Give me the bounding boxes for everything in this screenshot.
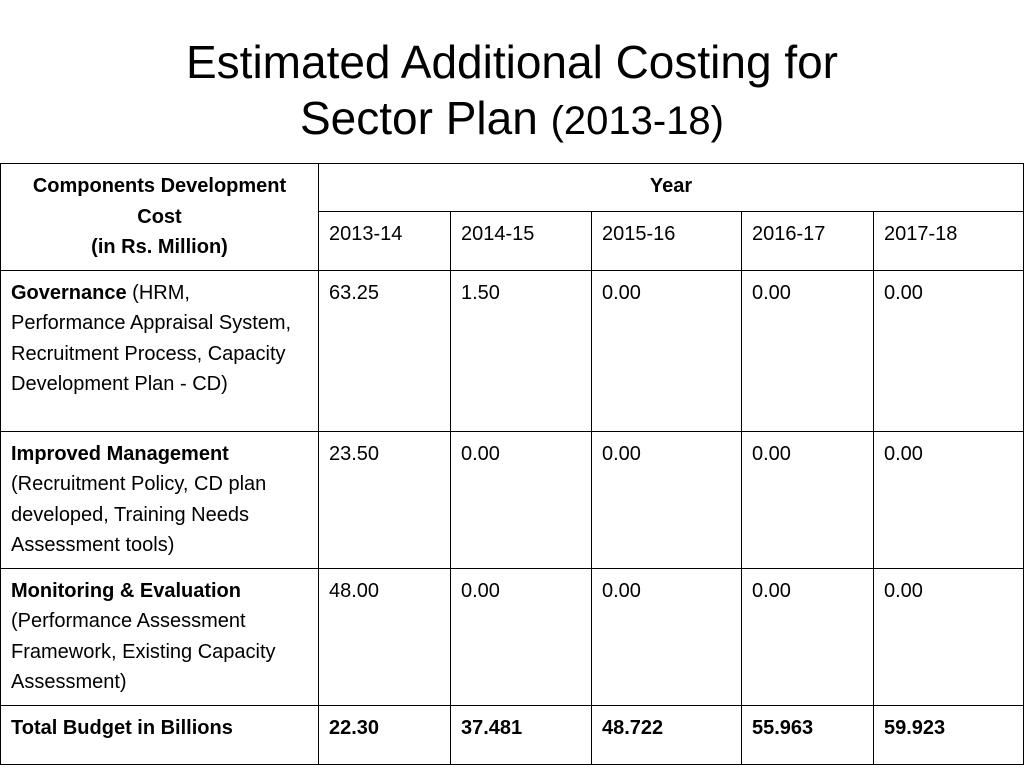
value-cell: 0.00 bbox=[872, 567, 1024, 706]
title-sector-plan: Sector Plan bbox=[299, 92, 538, 144]
total-value-cell: 59.923 bbox=[872, 704, 1024, 765]
header-year-2013-14: 2013-14 bbox=[318, 211, 451, 271]
value-cell: 0.00 bbox=[450, 567, 592, 706]
component-cell-governance: Governance (HRM, Performance Appraisal S… bbox=[0, 269, 319, 432]
value-cell: 63.25 bbox=[318, 269, 451, 432]
component-detail-governance: (HRM, Performance Appraisal System, Recr… bbox=[11, 281, 292, 396]
value-cell: 0.00 bbox=[741, 567, 874, 706]
value-cell: 0.00 bbox=[591, 567, 742, 706]
costing-table: Components Development Cost (in Rs. Mill… bbox=[0, 162, 1024, 765]
component-name-improved-management: Improved Management bbox=[11, 442, 229, 465]
slide-title: Estimated Additional Costing for Sector … bbox=[0, 34, 1024, 149]
value-cell: 0.00 bbox=[450, 430, 592, 569]
header-components-line-3: (in Rs. Million) bbox=[91, 236, 228, 258]
component-cell-improved-management: Improved Management (Recruitment Policy,… bbox=[0, 430, 319, 569]
component-cell-monitoring-evaluation: Monitoring & Evaluation (Performance Ass… bbox=[0, 567, 319, 706]
header-year-2017-18: 2017-18 bbox=[872, 211, 1024, 271]
total-label: Total Budget in Billions bbox=[0, 704, 319, 765]
value-cell: 48.00 bbox=[318, 567, 451, 706]
value-cell: 1.50 bbox=[450, 269, 592, 432]
component-name-monitoring-evaluation: Monitoring & Evaluation bbox=[11, 579, 241, 602]
header-year-2015-16: 2015-16 bbox=[591, 211, 742, 271]
value-cell: 0.00 bbox=[591, 269, 742, 432]
component-detail-improved-management: (Recruitment Policy, CD plan developed, … bbox=[11, 473, 267, 556]
value-cell: 0.00 bbox=[591, 430, 742, 569]
header-components-line-2: Cost bbox=[137, 205, 182, 228]
table-row-governance: Governance (HRM, Performance Appraisal S… bbox=[0, 269, 1024, 432]
title-years: (2013-18) bbox=[550, 99, 724, 143]
component-name-governance: Governance bbox=[11, 281, 127, 304]
header-components: Components Development Cost (in Rs. Mill… bbox=[0, 163, 319, 271]
component-detail-monitoring-evaluation: (Performance Assessment Framework, Exist… bbox=[11, 610, 276, 693]
total-value-cell: 48.722 bbox=[591, 704, 742, 765]
total-value-cell: 37.481 bbox=[450, 704, 592, 765]
header-row-2: 2013-14 2014-15 2015-16 2016-17 2017-18 bbox=[1, 211, 1024, 271]
table-row-total: Total Budget in Billions 22.30 37.481 48… bbox=[0, 704, 1024, 765]
title-line-1: Estimated Additional Costing for bbox=[185, 36, 839, 88]
header-components-line-1: Components Development bbox=[32, 175, 287, 197]
header-row-1: Components Development Cost (in Rs. Mill… bbox=[0, 162, 1024, 271]
table-row-improved-management: Improved Management (Recruitment Policy,… bbox=[0, 430, 1024, 569]
header-year: Year bbox=[317, 162, 1024, 213]
title-line-2: Sector Plan (2013-18) bbox=[0, 90, 1024, 149]
value-cell: 0.00 bbox=[872, 430, 1024, 569]
total-value-cell: 55.963 bbox=[741, 704, 874, 765]
table-row-monitoring-evaluation: Monitoring & Evaluation (Performance Ass… bbox=[0, 567, 1024, 706]
value-cell: 0.00 bbox=[741, 430, 874, 569]
header-year-2016-17: 2016-17 bbox=[741, 211, 874, 271]
value-cell: 23.50 bbox=[318, 430, 451, 569]
total-value-cell: 22.30 bbox=[318, 704, 451, 765]
header-year-2014-15: 2014-15 bbox=[450, 211, 592, 271]
value-cell: 0.00 bbox=[741, 269, 874, 432]
value-cell: 0.00 bbox=[872, 269, 1024, 432]
